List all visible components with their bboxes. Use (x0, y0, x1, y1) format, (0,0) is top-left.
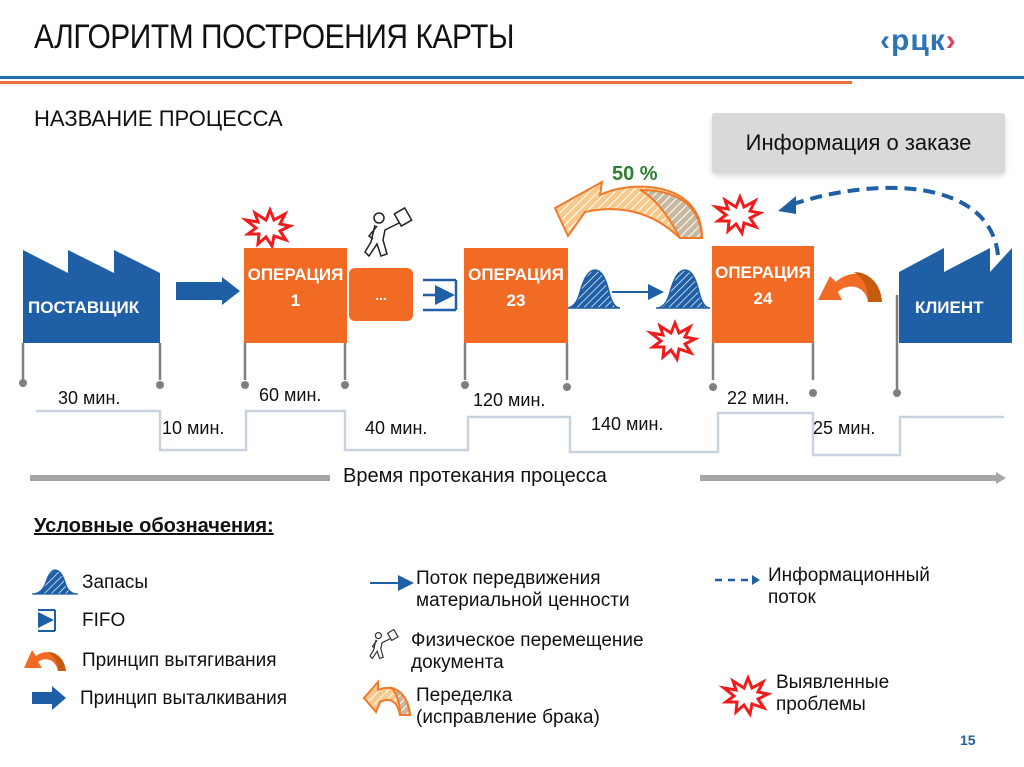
time-wait-2: 40 мин. (365, 418, 428, 438)
operation-24-title: ОПЕРАЦИЯ (715, 263, 811, 282)
supplier-label: ПОСТАВЩИК (28, 298, 140, 317)
timeline-label: Время протекания процесса (343, 465, 607, 487)
operation-23-box: ОПЕРАЦИЯ 23 (464, 248, 568, 343)
legend-problems-line2: проблемы (776, 694, 866, 715)
legend-rework-icon (362, 679, 412, 716)
rework-arrow-icon (553, 180, 704, 239)
logo-right-bracket: › (945, 24, 957, 57)
order-info-label: Информация о заказе (745, 130, 972, 155)
info-flow-dashed-arrow (789, 185, 1000, 256)
operation-24-box: ОПЕРАЦИЯ 24 (712, 246, 814, 343)
legend-info-flow-line2: поток (768, 587, 816, 608)
legend-problems-label: Выявленные проблемы (776, 672, 889, 716)
page-number: 15 (960, 732, 976, 748)
time-operation-23: 120 мин. (473, 390, 546, 410)
header-rule-orange (0, 81, 852, 84)
operation-24-number: 24 (753, 289, 773, 308)
legend-pull-icon (24, 650, 66, 671)
legend-fifo-icon (38, 609, 56, 632)
legend-title-colon: : (267, 515, 274, 537)
pull-arrow-icon (818, 272, 882, 302)
problem-star-icon (645, 318, 700, 363)
operation-1-number: 1 (290, 291, 301, 310)
legend-document-carrier-icon (369, 628, 399, 660)
legend-inventory-icon (31, 569, 79, 595)
time-operation-24: 22 мин. (727, 388, 790, 408)
legend-title: Условные обозначения: (34, 515, 274, 538)
timeline-steps (36, 409, 1004, 457)
process-name: НАЗВАНИЕ ПРОЦЕССА (34, 106, 283, 131)
ellipsis-operation-box: ... (349, 268, 413, 321)
time-wait-4: 25 мин. (813, 418, 876, 438)
inventory-icon (565, 269, 621, 309)
legend-document-line1: Физическое перемещение (411, 630, 644, 651)
legend-material-flow-label: Поток передвижения материальной ценности (416, 568, 630, 612)
legend-rework-line2: (исправление брака) (416, 707, 600, 728)
time-wait-3: 140 мин. (591, 414, 664, 434)
fifo-icon (423, 278, 458, 312)
legend-fifo-label: FIFO (82, 610, 126, 631)
legend-problems-line1: Выявленные (776, 672, 890, 693)
legend-document-line2: документа (411, 652, 504, 673)
order-info-box: Информация о заказе (712, 113, 1005, 173)
company-logo: ‹рцк› (880, 24, 957, 58)
operation-1-box: ОПЕРАЦИЯ 1 (244, 248, 347, 343)
header-rule-blue (0, 76, 1024, 79)
logo-text: рцк (891, 24, 946, 57)
problem-star-icon (710, 192, 765, 237)
document-carrier-icon (364, 206, 413, 258)
slide-title: АЛГОРИТМ ПОСТРОЕНИЯ КАРТЫ (34, 18, 515, 56)
inventory-icon (655, 269, 711, 309)
legend-inventory-label: Запасы (82, 572, 149, 593)
legend-rework-line1: Переделка (416, 685, 513, 706)
time-supplier: 30 мин. (58, 388, 121, 408)
rework-percent: 50 % (612, 163, 658, 185)
time-operation-1: 60 мин. (259, 385, 322, 405)
client-factory-icon (893, 248, 1012, 397)
time-wait-1: 10 мин. (162, 418, 225, 438)
supplier-factory-icon (19, 250, 164, 389)
operation-23-title: ОПЕРАЦИЯ (468, 265, 564, 284)
legend-info-flow-label: Информационный поток (768, 565, 930, 609)
ellipsis-label: ... (375, 286, 387, 303)
push-arrow-icon (176, 277, 240, 305)
legend-document-label: Физическое перемещение документа (411, 630, 644, 674)
client-label: КЛИЕНТ (915, 298, 984, 317)
legend-pull-label: Принцип вытягивания (82, 650, 277, 671)
legend-push-icon (32, 686, 66, 710)
operation-1-title: ОПЕРАЦИЯ (247, 265, 344, 284)
legend-problem-icon (718, 673, 773, 718)
legend-material-flow-line2: материальной ценности (416, 590, 630, 611)
legend-title-text: Условные обозначения (34, 515, 268, 537)
legend-info-flow-line1: Информационный (768, 565, 930, 586)
legend-material-flow-line1: Поток передвижения (416, 568, 601, 589)
logo-left-bracket: ‹ (880, 24, 891, 57)
operation-23-number: 23 (506, 291, 526, 310)
legend-rework-label: Переделка (исправление брака) (416, 685, 600, 729)
problem-star-icon (240, 205, 295, 250)
legend-push-label: Принцип выталкивания (80, 688, 288, 709)
